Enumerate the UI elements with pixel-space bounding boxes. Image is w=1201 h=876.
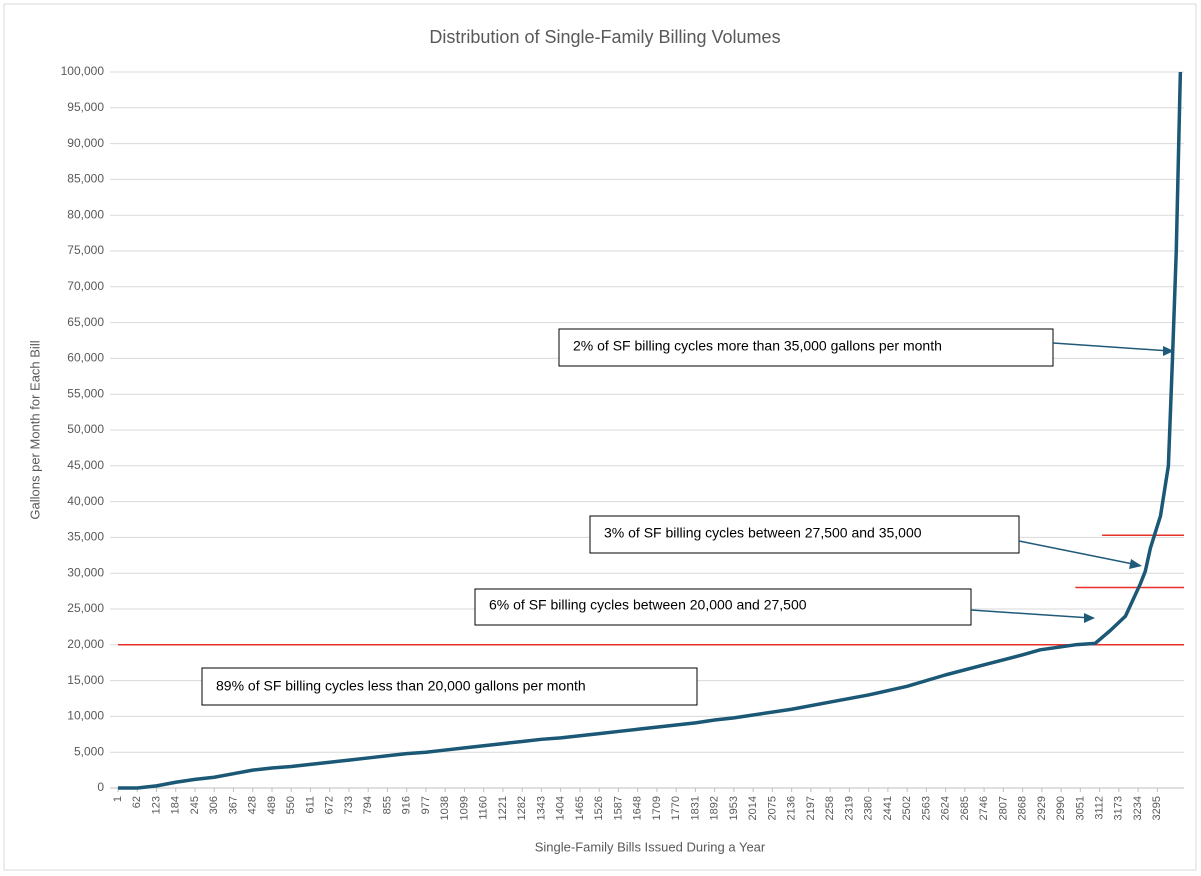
x-tick-label: 2380 [863,796,875,820]
annotations: 2% of SF billing cycles more than 35,000… [201,328,1174,706]
x-tick-label: 1160 [478,796,490,820]
annotation-arrow [970,609,1092,619]
annotation: 6% of SF billing cycles between 20,000 a… [489,597,807,613]
annotation-box [201,667,698,706]
x-tick-label: 2075 [766,796,778,820]
annotation: 2% of SF billing cycles more than 35,000… [573,338,942,354]
x-tick-label: 1587 [612,796,624,820]
y-tick-label: 65,000 [67,315,104,329]
y-tick-label: 55,000 [67,386,104,400]
x-tick-label: 1343 [535,796,547,820]
x-tick-label: 245 [189,796,201,814]
x-tick-label: 1221 [497,796,509,820]
y-tick-label: 50,000 [67,422,104,436]
annotation-arrow [1052,342,1171,352]
x-tick-label: 1770 [670,796,682,820]
x-tick-label: 2929 [1036,796,1048,820]
x-tick-label: 2258 [824,796,836,820]
x-tick-label: 3051 [1074,796,1086,820]
y-tick-label: 10,000 [67,709,104,723]
x-tick-label: 794 [362,796,374,814]
x-tick-label: 2502 [901,796,913,820]
y-tick-label: 5,000 [74,744,104,758]
x-tick-label: 3234 [1132,796,1144,820]
chart-title: Distribution of Single-Family Billing Vo… [429,27,780,47]
x-tick-label: 1709 [651,796,663,820]
arrow-head [1163,346,1174,356]
x-tick-label: 1526 [593,796,605,820]
x-tick-label: 2868 [1017,796,1029,820]
x-tick-label: 2746 [978,796,990,820]
x-axis-label: Single-Family Bills Issued During a Year [535,839,766,854]
x-tick-label: 2014 [747,796,759,820]
x-tick-label: 123 [150,796,162,814]
y-tick-label: 100,000 [61,64,105,78]
x-tick-label: 2685 [959,796,971,820]
y-tick-label: 30,000 [67,565,104,579]
y-tick-label: 70,000 [67,279,104,293]
y-tick-label: 80,000 [67,207,104,221]
x-tick-label: 2441 [882,796,894,820]
annotation: 3% of SF billing cycles between 27,500 a… [604,525,922,541]
x-tick-label: 1038 [439,796,451,820]
y-tick-label: 60,000 [67,351,104,365]
x-tick-label: 184 [170,796,182,814]
x-tick-label: 62 [131,796,143,808]
x-tick-label: 2990 [1055,796,1067,820]
x-tick-label: 2136 [786,796,798,820]
x-tick-label: 428 [247,796,259,814]
x-tick-label: 2807 [997,796,1009,820]
x-tick-label: 977 [420,796,432,814]
annotation-box [474,588,972,626]
x-tick-label: 2319 [843,796,855,820]
chart-frame [3,3,1197,871]
x-tick-label: 3112 [1094,796,1106,820]
x-tick-label: 1465 [574,796,586,820]
x-tick-label: 1648 [632,796,644,820]
x-tick-label: 1099 [458,796,470,820]
x-tick-label: 672 [324,796,336,814]
x-tick-label: 2624 [940,796,952,820]
x-tick-label: 1 [112,796,124,802]
y-tick-label: 40,000 [67,494,104,508]
y-tick-label: 25,000 [67,601,104,615]
x-tick-label: 489 [266,796,278,814]
x-tick-label: 306 [208,796,220,814]
y-tick-label: 85,000 [67,172,104,186]
y-tick-label: 90,000 [67,136,104,150]
annotation: 89% of SF billing cycles less than 20,00… [216,678,586,694]
x-tick-label: 3295 [1151,796,1163,820]
x-tick-label: 611 [304,796,316,814]
x-tick-label: 3173 [1113,796,1125,820]
y-tick-label: 45,000 [67,458,104,472]
x-tick-label: 1892 [709,796,721,820]
y-tick-label: 35,000 [67,530,104,544]
y-axis-label: Gallons per Month for Each Bill [27,340,42,519]
annotation-box [558,328,1054,367]
y-tick-label: 95,000 [67,100,104,114]
x-tick-label: 367 [227,796,239,814]
annotation-box [589,515,1020,554]
y-tick-label: 20,000 [67,637,104,651]
y-tick-label: 15,000 [67,673,104,687]
x-tick-label: 733 [343,796,355,814]
y-tick-label: 0 [97,780,104,794]
x-tick-label: 1404 [555,796,567,820]
x-tick-label: 2563 [920,796,932,820]
x-tick-label: 2197 [805,796,817,820]
x-tick-label: 916 [401,796,413,814]
y-tick-label: 75,000 [67,243,104,257]
x-tick-label: 550 [285,796,297,814]
x-tick-label: 1953 [728,796,740,820]
arrow-head [1084,613,1095,623]
x-tick-label: 855 [381,796,393,814]
x-tick-label: 1282 [516,796,528,820]
x-tick-label: 1831 [689,796,701,820]
arrow-head [1129,559,1142,569]
annotation-arrow [1018,540,1139,566]
data-line [118,71,1183,790]
